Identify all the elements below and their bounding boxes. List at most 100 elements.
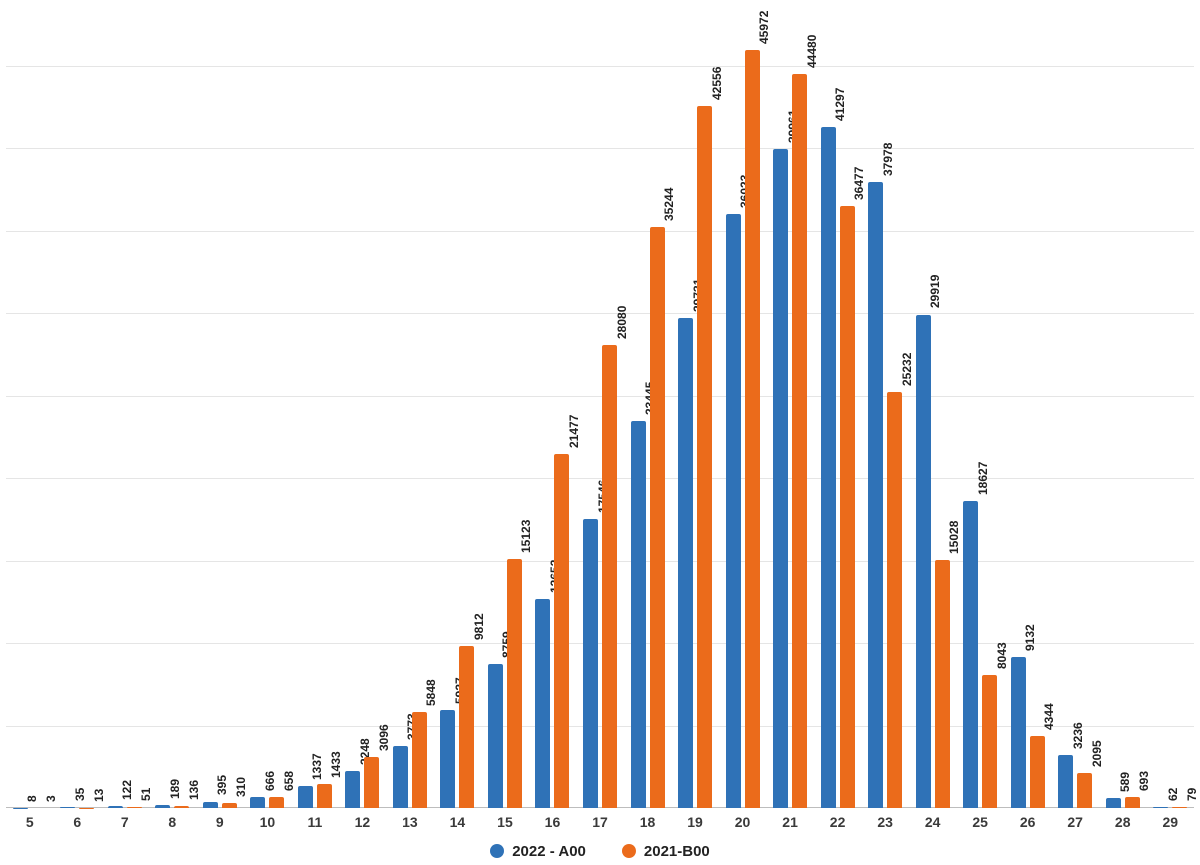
bar <box>1030 736 1045 808</box>
bar-value-label: 395 <box>215 775 229 795</box>
bar <box>868 182 883 808</box>
bar <box>1077 773 1092 808</box>
bar-value-label: 45972 <box>757 10 771 43</box>
x-axis-category-label: 20 <box>723 814 763 830</box>
bar <box>631 421 646 808</box>
bar-value-label: 310 <box>234 777 248 797</box>
x-axis-category-label: 21 <box>770 814 810 830</box>
bar-value-label: 122 <box>120 780 134 800</box>
bar <box>127 807 142 808</box>
bar-value-label: 44480 <box>805 35 819 68</box>
gridline <box>6 148 1194 149</box>
x-axis-category-label: 29 <box>1150 814 1190 830</box>
bar-value-label: 28080 <box>615 305 629 338</box>
bar-value-label: 37978 <box>881 142 895 175</box>
bar-value-label: 1433 <box>329 752 343 779</box>
bar <box>535 599 550 808</box>
bar-value-label: 4344 <box>1042 704 1056 731</box>
chart-legend: 2022 - A00 2021-B00 <box>0 839 1200 863</box>
bar <box>554 454 569 808</box>
bar-value-label: 589 <box>1118 772 1132 792</box>
gridline <box>6 313 1194 314</box>
bar <box>174 806 189 808</box>
bar <box>412 712 427 808</box>
bar-value-label: 21477 <box>567 414 581 447</box>
bar-value-label: 136 <box>187 780 201 800</box>
x-axis-category-label: 5 <box>10 814 50 830</box>
bar <box>602 345 617 808</box>
x-axis-category-label: 7 <box>105 814 145 830</box>
gridline <box>6 231 1194 232</box>
bar <box>745 50 760 808</box>
bar-value-label: 666 <box>263 771 277 791</box>
bar-value-label: 36477 <box>852 167 866 200</box>
bar <box>364 757 379 808</box>
bar <box>317 784 332 808</box>
bar <box>935 560 950 808</box>
x-axis-category-label: 28 <box>1103 814 1143 830</box>
bar-value-label: 3236 <box>1071 722 1085 749</box>
bar <box>488 664 503 808</box>
x-axis-category-label: 8 <box>152 814 192 830</box>
bar-value-label: 42556 <box>710 67 724 100</box>
x-axis-category-label: 12 <box>342 814 382 830</box>
bar <box>1153 807 1168 808</box>
bar <box>583 519 598 808</box>
x-axis-category-label: 24 <box>913 814 953 830</box>
bar <box>792 74 807 808</box>
bar-value-label: 8 <box>25 795 39 802</box>
bar-value-label: 13 <box>92 788 106 801</box>
bar <box>298 786 313 808</box>
bar <box>345 771 360 808</box>
bar <box>840 206 855 808</box>
bar <box>821 127 836 808</box>
bar <box>650 227 665 808</box>
bar <box>1058 755 1073 808</box>
bar-value-label: 8043 <box>995 643 1009 670</box>
bar-value-label: 51 <box>139 788 153 801</box>
bar <box>1011 657 1026 808</box>
bar-value-label: 9132 <box>1023 625 1037 652</box>
x-axis-category-label: 13 <box>390 814 430 830</box>
legend-dot-series-b <box>622 844 636 858</box>
bar-value-label: 15123 <box>519 519 533 552</box>
bar <box>203 802 218 809</box>
bar-value-label: 1337 <box>310 753 324 780</box>
gridline <box>6 66 1194 67</box>
bar <box>507 559 522 808</box>
x-axis-category-label: 10 <box>247 814 287 830</box>
x-axis-category-label: 16 <box>532 814 572 830</box>
bar <box>773 149 788 808</box>
x-axis-category-label: 17 <box>580 814 620 830</box>
bar <box>678 318 693 808</box>
x-axis-category-label: 25 <box>960 814 1000 830</box>
bar-value-label: 41297 <box>833 87 847 120</box>
legend-dot-series-a <box>490 844 504 858</box>
grouped-bar-chart: 5836351371225181891369395310106666581113… <box>0 0 1200 865</box>
bar <box>726 214 741 808</box>
bar-value-label: 29919 <box>928 275 942 308</box>
bar <box>108 806 123 808</box>
legend-item-series-b: 2021-B00 <box>622 843 710 860</box>
legend-label-series-a: 2022 - A00 <box>512 843 586 860</box>
bar-value-label: 79 <box>1185 787 1199 800</box>
x-axis-category-label: 27 <box>1055 814 1095 830</box>
gridline <box>6 561 1194 562</box>
x-axis-category-label: 9 <box>200 814 240 830</box>
bar <box>459 646 474 808</box>
bar <box>269 797 284 808</box>
x-axis-category-label: 22 <box>818 814 858 830</box>
bar-value-label: 15028 <box>947 521 961 554</box>
bar-value-label: 35 <box>73 788 87 801</box>
bar-value-label: 3096 <box>377 724 391 751</box>
bar <box>1172 807 1187 808</box>
bar <box>916 315 931 809</box>
bar <box>1125 797 1140 808</box>
bar <box>963 501 978 808</box>
bar <box>982 675 997 808</box>
x-axis-category-label: 15 <box>485 814 525 830</box>
bar <box>1106 798 1121 808</box>
x-axis-category-label: 6 <box>57 814 97 830</box>
x-axis-category-label: 11 <box>295 814 335 830</box>
bar <box>60 807 75 808</box>
